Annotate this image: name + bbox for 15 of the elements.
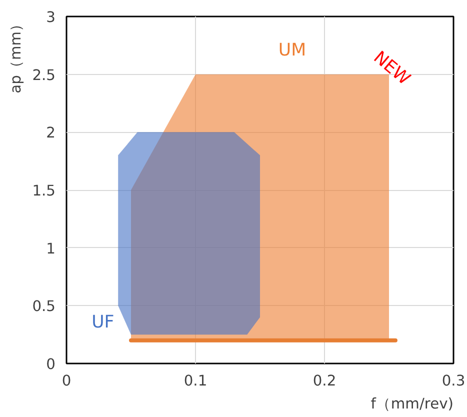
x-tick-label: 0.3: [442, 372, 466, 390]
series-label: UM: [278, 40, 306, 60]
series-label: UF: [92, 312, 114, 332]
x-tick-label: 0.1: [184, 372, 208, 390]
y-tick-label: 2: [46, 124, 56, 142]
y-axis-title: ap（mm）: [8, 16, 24, 94]
x-axis-title: f（mm/rev): [370, 396, 454, 412]
x-tick-label: 0: [62, 372, 72, 390]
x-tick-label: 0.2: [312, 372, 336, 390]
y-tick-label: 0: [46, 356, 56, 373]
y-tick-label: 2.5: [32, 66, 56, 84]
y-tick-label: 1: [46, 240, 56, 258]
y-tick-label: 0.5: [32, 298, 56, 316]
y-tick-label: 1.5: [32, 182, 56, 200]
y-tick-label: 3: [46, 9, 56, 26]
